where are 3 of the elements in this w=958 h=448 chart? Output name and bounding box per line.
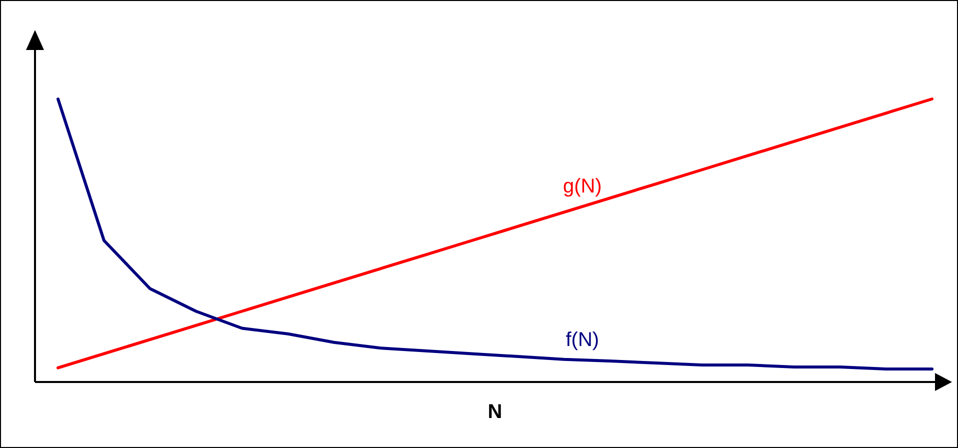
series-label: f(N) (566, 329, 600, 352)
series-label: g(N) (562, 176, 602, 198)
x-axis-title: N (488, 401, 502, 423)
